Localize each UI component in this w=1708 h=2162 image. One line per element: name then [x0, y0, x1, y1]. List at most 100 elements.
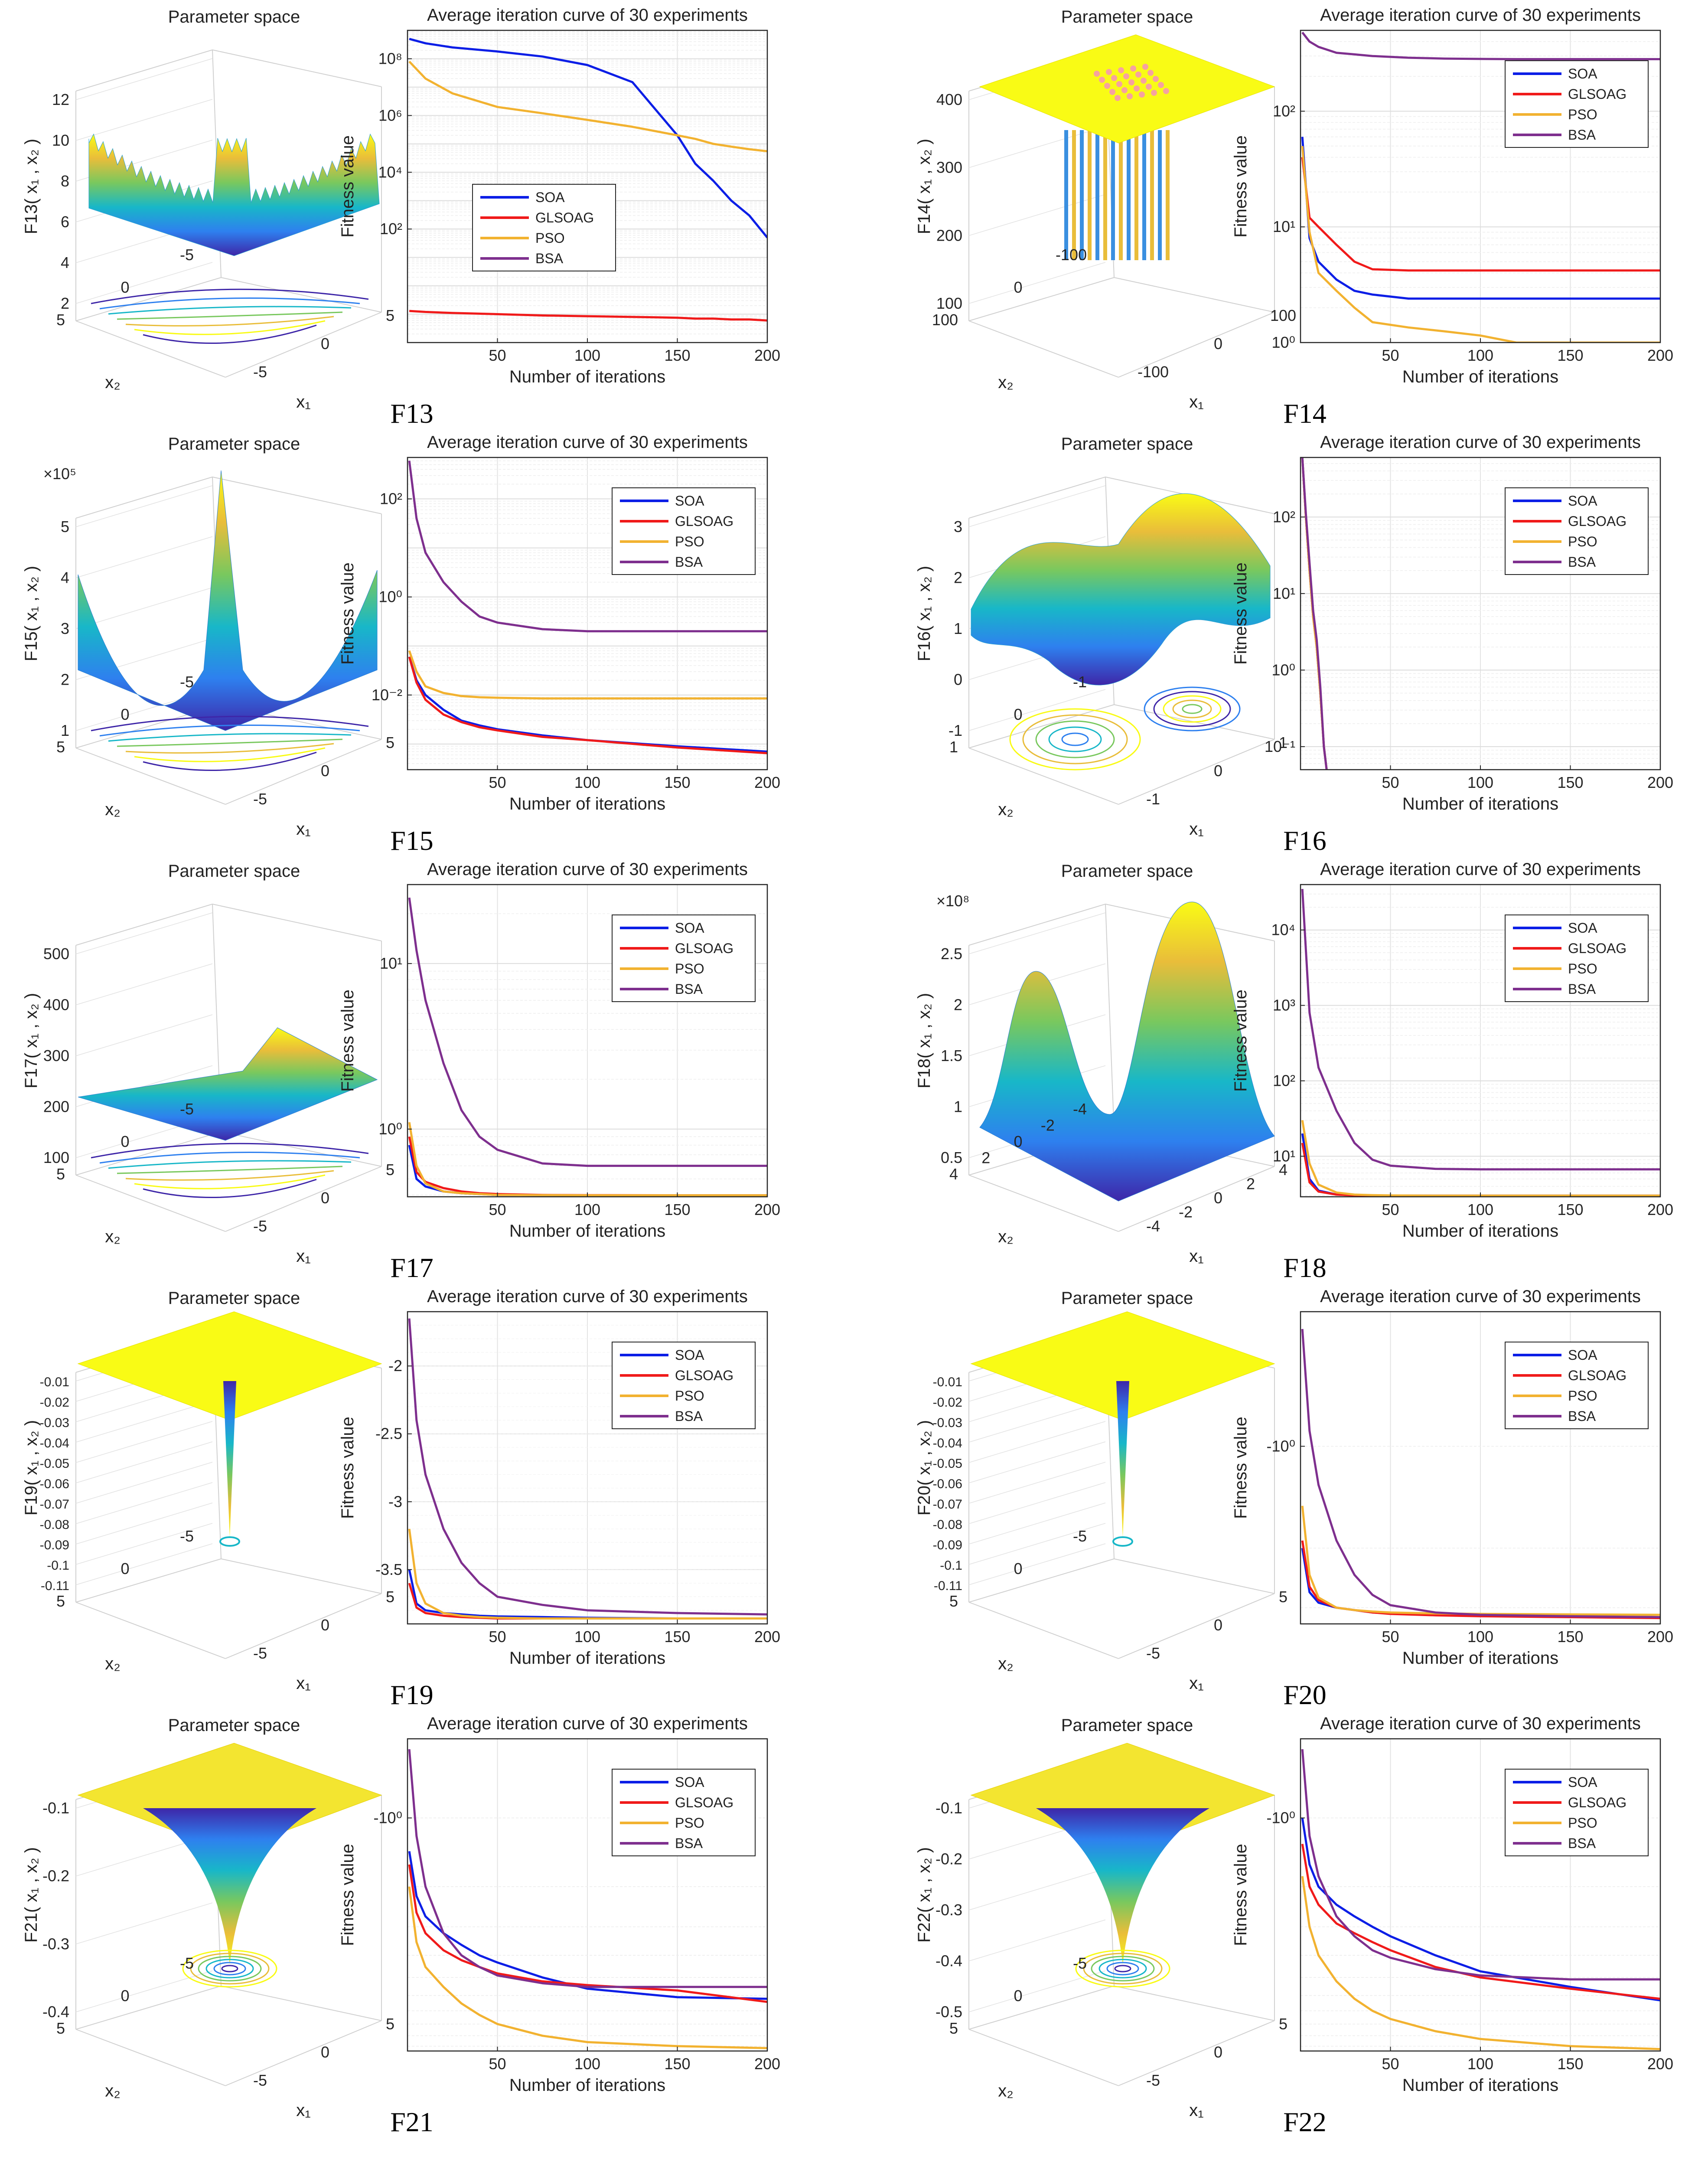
- z-tick-label: -0.1: [42, 1799, 69, 1817]
- surface-contour: [213, 1962, 246, 1976]
- z-tick-label: 8: [61, 172, 69, 190]
- surface-grid-line: [75, 1014, 213, 1056]
- surface-hole-marker: [1106, 69, 1112, 75]
- x1-tick-label: 5: [386, 2015, 394, 2033]
- z-tick-label: 10: [52, 131, 69, 149]
- caption-F13: F13: [390, 398, 434, 429]
- x-tick-label: 200: [1647, 1201, 1673, 1218]
- z-tick-label: 200: [43, 1098, 69, 1116]
- surface-contour: [198, 1956, 262, 1982]
- surface-contour: [108, 306, 352, 315]
- y-tick-label: 10⁸: [378, 49, 402, 67]
- x-axis-label: Number of iterations: [509, 1649, 665, 1668]
- surface-grid-line: [968, 262, 1106, 304]
- x2-tick-label: -5: [180, 246, 194, 264]
- surface-hole-marker: [1153, 76, 1159, 82]
- surface-hole-marker: [1115, 95, 1121, 101]
- surface-frame-line: [221, 1131, 382, 1167]
- surface-title: Parameter space: [168, 1289, 300, 1308]
- caption-F22: F22: [1283, 2106, 1327, 2137]
- surface-frame-line: [1105, 904, 1115, 1132]
- x2-tick-label: 5: [949, 2019, 958, 2037]
- z-tick-label: -0.09: [933, 1538, 962, 1552]
- x-tick-label: 100: [574, 774, 600, 791]
- surface-frame-line: [1118, 739, 1275, 805]
- surface-spike: [1127, 130, 1131, 260]
- chart-title: Average iteration curve of 30 experiment…: [1320, 1287, 1641, 1306]
- chart-title: Average iteration curve of 30 experiment…: [1320, 433, 1641, 452]
- convergence-chart-F18: 50 100 150 200 10¹ 10² 10³ 10⁴ Average iteration…: [1231, 860, 1673, 1241]
- surface-contour: [1048, 726, 1102, 752]
- z-tick-label: -0.2: [935, 1850, 962, 1868]
- z-tick-label: -0.3: [935, 1901, 962, 1919]
- legend-box: [612, 1769, 756, 1856]
- caption-F18: F18: [1283, 1252, 1327, 1283]
- chart-legend: SOA GLSOAG PSO BSA: [1505, 1342, 1649, 1429]
- chart-title: Average iteration curve of 30 experiment…: [427, 1287, 748, 1306]
- x2-tick-label: 5: [56, 2019, 65, 2037]
- x2-tick-label: 5: [56, 1165, 65, 1183]
- z-axis-label: F17( x₁ , x₂ ): [22, 993, 41, 1088]
- legend-label: PSO: [675, 961, 704, 976]
- surface-hole-marker: [1116, 81, 1122, 87]
- surface-title: Parameter space: [168, 7, 300, 26]
- series-line-bsa: [408, 1318, 767, 1616]
- surface-grid-line: [968, 485, 1106, 527]
- y-tick-label: 10²: [380, 220, 402, 238]
- x1-tick-label: -100: [1138, 363, 1169, 381]
- surface-spike: [1064, 130, 1068, 260]
- legend-label: PSO: [535, 230, 565, 246]
- caption-F21: F21: [390, 2106, 434, 2137]
- surface-contour: [1035, 720, 1115, 758]
- series-line-bsa: [1301, 32, 1660, 60]
- chart-legend: SOA GLSOAG PSO BSA: [612, 1342, 756, 1429]
- surface-grid-line: [968, 1441, 1106, 1483]
- x-tick-label: 50: [1382, 2055, 1399, 2073]
- x2-tick-label: -5: [180, 673, 194, 691]
- y-tick-label: 10⁰: [379, 588, 402, 606]
- z-tick-label: 0.5: [941, 1149, 962, 1166]
- z-tick-label: -0.1: [940, 1558, 962, 1573]
- x1-tick-label: 0: [321, 1189, 329, 1207]
- x-tick-label: 50: [489, 774, 506, 791]
- x2-tick-label: -100: [1056, 246, 1087, 264]
- x2-axis-label: x₂: [105, 373, 121, 392]
- z-tick-label: -0.11: [934, 1579, 962, 1593]
- surface-frame-line: [75, 1602, 226, 1659]
- surface-contour: [91, 288, 369, 304]
- x2-tick-label: 5: [56, 311, 65, 329]
- z-tick-label: 2.5: [941, 945, 962, 963]
- caption-F15: F15: [390, 825, 434, 856]
- x1-tick-label: -5: [253, 2071, 267, 2089]
- x2-tick-label: 0: [1014, 278, 1022, 296]
- x-axis-label: Number of iterations: [509, 367, 665, 386]
- x1-tick-label: 2: [1246, 1175, 1255, 1193]
- legend-label: BSA: [675, 1835, 703, 1851]
- z-axis-label: F20( x₁ , x₂ ): [915, 1420, 934, 1515]
- surface-hole-marker: [1118, 67, 1124, 73]
- x-tick-label: 200: [1647, 346, 1673, 364]
- surface-title: Parameter space: [1061, 434, 1193, 454]
- series-line-pso: [1301, 146, 1660, 343]
- z-tick-label: 200: [936, 226, 962, 244]
- x-tick-label: 150: [1557, 1628, 1583, 1646]
- x-tick-label: 150: [664, 2055, 690, 2073]
- surface-funnel: [1036, 1808, 1209, 1964]
- surface-grid-line: [75, 587, 213, 629]
- x-axis-label: Number of iterations: [509, 794, 665, 813]
- surface-contour: [221, 1965, 238, 1973]
- x1-axis-label: x₁: [1189, 2101, 1204, 2120]
- surface-frame-line: [1114, 1558, 1275, 1594]
- x-axis-label: Number of iterations: [1402, 367, 1558, 386]
- x1-tick-label: -2: [1179, 1203, 1193, 1221]
- series-line-glsoag: [408, 656, 767, 754]
- surface-contour: [1061, 732, 1089, 746]
- x-tick-label: 100: [574, 1201, 600, 1218]
- z-tick-label: 2: [61, 294, 69, 312]
- z-exponent-label: ×10⁵: [43, 465, 76, 483]
- surface-spike: [1080, 130, 1084, 260]
- surface-hole-marker: [1147, 70, 1154, 76]
- legend-label: BSA: [1568, 1835, 1596, 1851]
- x-tick-label: 150: [1557, 346, 1583, 364]
